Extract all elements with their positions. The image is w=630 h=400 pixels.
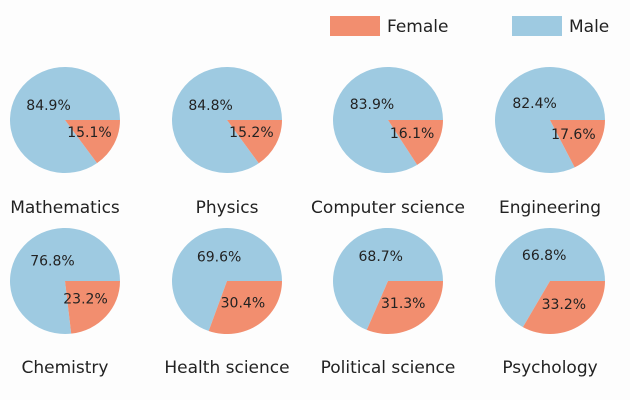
pie-slice-male bbox=[495, 66, 605, 173]
pie-physics: 84.8% 15.2% Physics bbox=[172, 66, 282, 218]
pie-psychology: 66.8% 33.2% Psychology bbox=[495, 228, 605, 378]
pie-slice-male bbox=[333, 227, 443, 330]
legend: Female Male bbox=[330, 16, 609, 37]
pie-label-female: 23.2% bbox=[63, 292, 107, 308]
pie-slice-female bbox=[65, 120, 120, 164]
pie-slice-female bbox=[388, 120, 443, 165]
pie-slice-male bbox=[333, 66, 443, 173]
pie-slice-male bbox=[9, 66, 121, 173]
pie-slice-female bbox=[366, 281, 443, 334]
pie-slice-female bbox=[65, 281, 120, 334]
pie-label-female: 15.1% bbox=[67, 125, 111, 141]
pie-title: Engineering bbox=[499, 198, 601, 218]
pie-engineering: 82.4% 17.6% Engineering bbox=[495, 66, 605, 218]
pie-slice-male bbox=[172, 227, 282, 331]
pie-slice-male bbox=[495, 228, 605, 328]
pie-label-female: 16.1% bbox=[390, 126, 434, 142]
legend-label-female: Female bbox=[387, 17, 448, 37]
pie-title: Political science bbox=[321, 358, 456, 378]
pie-title: Health science bbox=[164, 358, 289, 378]
pie-title: Psychology bbox=[502, 358, 597, 378]
pie-label-male: 69.6% bbox=[197, 249, 241, 265]
pie-slice-female bbox=[522, 281, 605, 334]
pie-computer-science: 83.9% 16.1% Computer science bbox=[311, 66, 465, 218]
pie-slice-female bbox=[208, 281, 282, 334]
pie-label-male: 83.9% bbox=[350, 97, 394, 113]
legend-swatch-male bbox=[512, 16, 562, 36]
pie-title: Physics bbox=[196, 198, 259, 218]
pie-health-science: 69.6% 30.4% Health science bbox=[164, 227, 290, 378]
pie-label-male: 84.9% bbox=[26, 98, 70, 114]
pie-mathematics: 84.9% 15.1% Mathematics bbox=[9, 66, 121, 218]
pie-label-female: 30.4% bbox=[221, 296, 265, 312]
pie-label-female: 15.2% bbox=[229, 125, 273, 141]
pie-label-male: 82.4% bbox=[512, 96, 556, 112]
pie-slice-female bbox=[227, 120, 282, 164]
pie-label-male: 66.8% bbox=[522, 248, 566, 264]
pie-chemistry: 76.8% 23.2% Chemistry bbox=[9, 228, 121, 378]
pie-label-male: 68.7% bbox=[359, 249, 403, 265]
pie-label-female: 31.3% bbox=[381, 296, 425, 312]
pie-label-female: 17.6% bbox=[551, 127, 595, 143]
pie-label-female: 33.2% bbox=[542, 297, 586, 313]
pie-slice-female bbox=[550, 120, 605, 168]
pie-title: Chemistry bbox=[22, 358, 109, 378]
pie-title: Computer science bbox=[311, 198, 465, 218]
legend-swatch-female bbox=[330, 16, 380, 36]
pie-label-male: 84.8% bbox=[188, 98, 232, 114]
pie-political-science: 68.7% 31.3% Political science bbox=[321, 227, 456, 378]
pie-label-male: 76.8% bbox=[30, 253, 74, 269]
pie-title: Mathematics bbox=[10, 198, 120, 218]
legend-label-male: Male bbox=[569, 17, 609, 37]
